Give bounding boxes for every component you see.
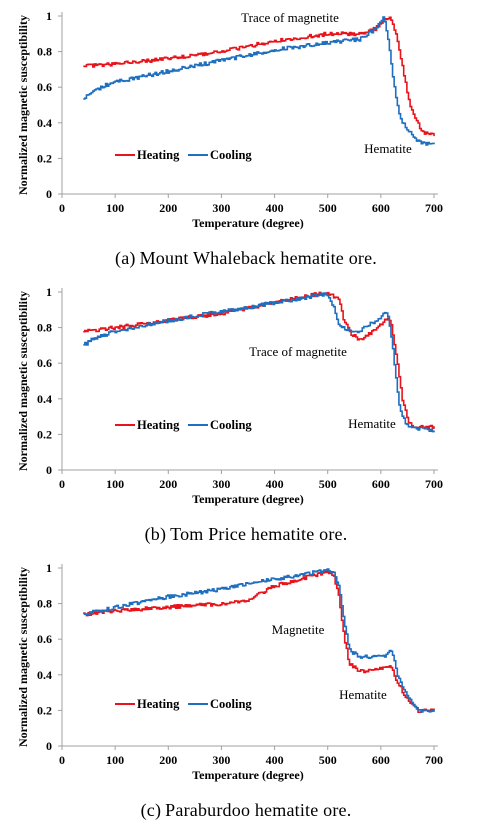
y-tick-label: 0.6 xyxy=(37,632,52,646)
x-tick-label: 600 xyxy=(372,753,390,767)
x-tick-label: 700 xyxy=(425,753,443,767)
legend-label-heating: Heating xyxy=(137,418,180,432)
x-tick-label: 400 xyxy=(266,753,284,767)
annotation-label: Trace of magnetite xyxy=(249,344,347,359)
y-tick-label: 0.2 xyxy=(37,703,52,717)
y-tick-label: 0.8 xyxy=(37,321,52,335)
annotation-label: Hematite xyxy=(348,416,396,431)
x-tick-label: 200 xyxy=(159,201,177,215)
annotation-label: Magnetite xyxy=(272,622,325,637)
x-tick-label: 0 xyxy=(59,201,65,215)
annotation-label: Hematite xyxy=(364,141,412,156)
legend-label-cooling: Cooling xyxy=(210,418,252,432)
x-tick-label: 100 xyxy=(106,477,124,491)
chart-c-plot: 0 0.2 0.4 0.6 0.8 1 0 100 200 300 400 500 600 700 Temp… xyxy=(16,561,443,782)
y-tick-label: 0.6 xyxy=(37,80,52,94)
y-tick-label: 0.8 xyxy=(37,45,52,59)
y-tick-label: 0.4 xyxy=(37,116,52,130)
chart-c-caption: (c) Paraburdoo hematite ore. xyxy=(0,800,492,821)
series-line-cooling xyxy=(83,568,435,713)
y-tick-label: 0.8 xyxy=(37,597,52,611)
y-tick-label: 0.2 xyxy=(37,151,52,165)
x-tick-label: 600 xyxy=(372,477,390,491)
chart-b-plot: 0 0.2 0.4 0.6 0.8 1 0 100 200 300 400 500 600 700 Temp… xyxy=(16,285,443,506)
x-tick-label: 200 xyxy=(159,477,177,491)
y-tick-label: 0 xyxy=(46,187,52,201)
x-tick-label: 400 xyxy=(266,201,284,215)
x-tick-label: 0 xyxy=(59,477,65,491)
annotation-label: Hematite xyxy=(339,687,387,702)
y-axis-title: Normalized magnetic susceptibility xyxy=(16,567,30,747)
x-tick-label: 500 xyxy=(319,477,337,491)
chart-a-caption: (a) Mount Whaleback hematite ore. xyxy=(0,248,492,269)
y-tick-label: 0 xyxy=(46,463,52,477)
y-tick-label: 1 xyxy=(46,9,52,23)
x-tick-label: 500 xyxy=(319,201,337,215)
y-tick-label: 0.2 xyxy=(37,427,52,441)
x-tick-label: 0 xyxy=(59,753,65,767)
chart-a-caption-letter: (a) xyxy=(115,248,136,268)
x-tick-label: 700 xyxy=(425,477,443,491)
x-tick-label: 300 xyxy=(212,201,230,215)
x-axis-title: Temperature (degree) xyxy=(192,768,303,782)
legend-label-heating: Heating xyxy=(137,697,180,711)
y-tick-label: 0.4 xyxy=(37,668,52,682)
chart-b-caption-text: Tom Price hematite ore. xyxy=(170,524,348,544)
x-tick-label: 100 xyxy=(106,753,124,767)
chart-b-caption: (b) Tom Price hematite ore. xyxy=(0,524,492,545)
x-tick-label: 100 xyxy=(106,201,124,215)
series-line-cooling xyxy=(83,16,435,146)
y-tick-label: 1 xyxy=(46,285,52,299)
x-tick-label: 600 xyxy=(372,201,390,215)
x-axis-title: Temperature (degree) xyxy=(192,216,303,230)
y-tick-label: 1 xyxy=(46,561,52,575)
x-tick-label: 700 xyxy=(425,201,443,215)
y-tick-label: 0.4 xyxy=(37,392,52,406)
series-line-cooling xyxy=(83,292,435,433)
chart-c-caption-letter: (c) xyxy=(140,800,162,820)
annotation-label: Trace of magnetite xyxy=(241,10,339,25)
legend-label-cooling: Cooling xyxy=(210,697,252,711)
x-tick-label: 200 xyxy=(159,753,177,767)
x-tick-label: 300 xyxy=(212,477,230,491)
x-tick-label: 500 xyxy=(319,753,337,767)
y-axis-title: Normalized magnetic susceptibility xyxy=(16,15,30,195)
x-tick-label: 300 xyxy=(212,753,230,767)
y-tick-label: 0 xyxy=(46,739,52,753)
chart-b-caption-letter: (b) xyxy=(144,524,167,544)
legend-label-heating: Heating xyxy=(137,148,180,162)
chart-a-plot: 0 0.2 0.4 0.6 0.8 1 0 100 200 300 400 500 600 700 Temp… xyxy=(16,9,443,230)
series-line-heating xyxy=(83,291,435,430)
y-tick-label: 0.6 xyxy=(37,356,52,370)
chart-c-caption-text: Paraburdoo hematite ore. xyxy=(165,800,352,820)
series-line-heating xyxy=(83,16,435,137)
y-axis-title: Normalized magnetic susceptibility xyxy=(16,291,30,471)
series-line-heating xyxy=(83,569,435,713)
chart-a-caption-text: Mount Whaleback hematite ore. xyxy=(139,248,377,268)
x-axis-title: Temperature (degree) xyxy=(192,492,303,506)
legend-label-cooling: Cooling xyxy=(210,148,252,162)
x-tick-label: 400 xyxy=(266,477,284,491)
